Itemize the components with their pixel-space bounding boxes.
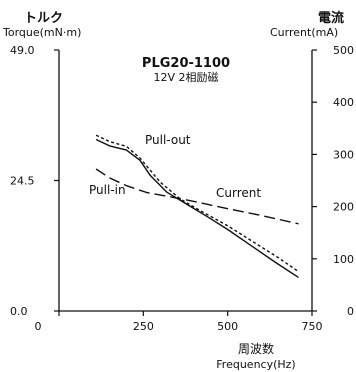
x-axis-ticks: 0 250 500 750 — [35, 311, 323, 333]
left-axis-ticks: 0.0 24.5 49.0 — [10, 44, 59, 318]
right-tick-label: 500 — [333, 44, 354, 57]
series-layer — [95, 134, 299, 278]
right-tick-label: 400 — [333, 96, 354, 109]
left-tick-label: 0.0 — [10, 305, 28, 318]
left-tick-label: 49.0 — [10, 44, 35, 57]
chart-title: PLG20-1100 — [142, 56, 230, 71]
x-tick-label: 500 — [217, 320, 238, 333]
chart-subtitle: 12V 2相励磁 — [153, 71, 218, 84]
x-tick-label: 250 — [133, 320, 154, 333]
x-axis-title: Frequency(Hz) — [216, 358, 295, 371]
left-axis-title-jp: トルク — [24, 11, 63, 26]
left-tick-label: 24.5 — [10, 175, 35, 188]
series-line-pull-out — [95, 134, 299, 273]
right-axis-ticks: 0 100 200 300 400 500 — [312, 44, 354, 318]
x-axis-title-jp: 周波数 — [238, 341, 274, 356]
right-tick-label: 100 — [333, 253, 354, 266]
annotation-pull-out: Pull-out — [145, 133, 191, 147]
x-tick-label: 0 — [35, 320, 42, 333]
right-tick-label: 0 — [347, 305, 354, 318]
annotation-pull-in: Pull-in — [89, 183, 126, 197]
series-line-current — [95, 168, 299, 225]
right-tick-label: 300 — [333, 148, 354, 161]
right-axis-title-jp: 電流 — [318, 10, 344, 26]
x-tick-label: 750 — [302, 320, 323, 333]
annotation-current: Current — [216, 186, 261, 200]
right-axis-title: Current(mA) — [270, 26, 338, 39]
right-tick-label: 200 — [333, 201, 354, 214]
left-axis-title: Torque(mN·m) — [2, 26, 81, 39]
